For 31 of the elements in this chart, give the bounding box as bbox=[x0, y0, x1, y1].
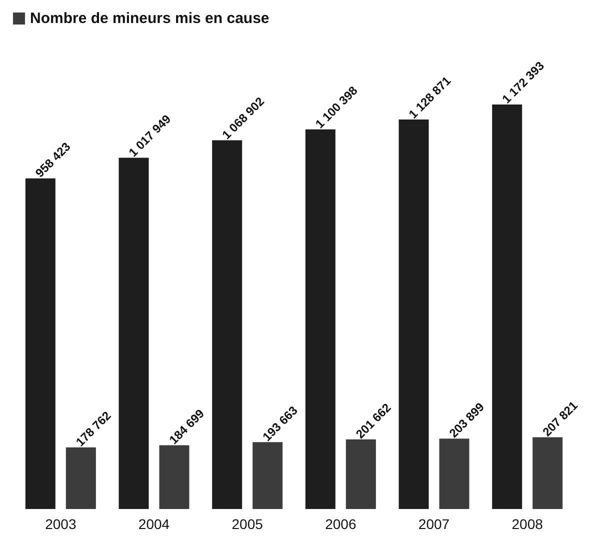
x-tick-label: 2003 bbox=[45, 516, 76, 532]
x-tick-label: 2006 bbox=[325, 516, 356, 532]
x-tick-label: 2005 bbox=[232, 516, 264, 532]
data-label: 203 899 bbox=[446, 400, 488, 440]
bar bbox=[118, 158, 149, 509]
bar bbox=[346, 439, 376, 509]
data-label: 1 068 902 bbox=[219, 94, 268, 142]
legend-label: Nombre de mineurs mis en cause bbox=[30, 10, 270, 27]
data-label: 1 100 398 bbox=[312, 83, 360, 132]
bar bbox=[252, 442, 283, 509]
bar bbox=[532, 437, 563, 509]
data-label: 1 172 393 bbox=[499, 58, 548, 106]
bar bbox=[492, 104, 522, 509]
data-label: 184 699 bbox=[166, 406, 208, 448]
bar bbox=[212, 140, 242, 509]
bar bbox=[66, 447, 96, 509]
bar bbox=[398, 120, 429, 509]
bar bbox=[159, 445, 190, 509]
bar bbox=[439, 438, 470, 509]
data-label: 178 762 bbox=[73, 408, 114, 450]
bar bbox=[305, 129, 336, 509]
data-label: 201 662 bbox=[353, 400, 394, 442]
data-label: 193 663 bbox=[260, 403, 301, 444]
data-label: 1 017 949 bbox=[126, 112, 174, 160]
data-label: 958 423 bbox=[32, 139, 74, 180]
x-tick-label: 2004 bbox=[138, 516, 170, 532]
data-label: 1 128 871 bbox=[406, 73, 454, 122]
x-tick-label: 2008 bbox=[512, 516, 544, 532]
data-label: 207 821 bbox=[540, 398, 581, 440]
bar bbox=[25, 178, 56, 509]
x-tick-label: 2007 bbox=[418, 516, 450, 532]
